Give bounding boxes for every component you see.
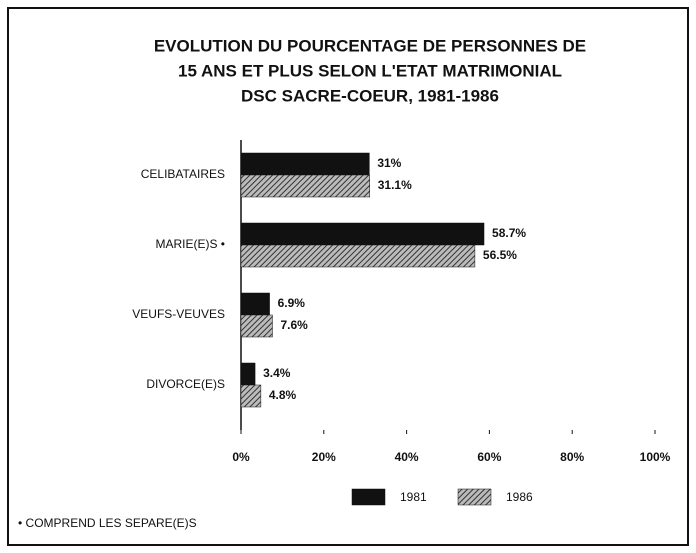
chart-title: EVOLUTION DU POURCENTAGE DE PERSONNES DE <box>154 36 586 55</box>
value-label: 31% <box>377 156 401 170</box>
chart-title: DSC SACRE-COEUR, 1981-1986 <box>241 86 499 105</box>
bar <box>240 244 476 268</box>
legend-label: 1981 <box>400 490 427 504</box>
legend-label: 1986 <box>506 490 533 504</box>
y-tick-label: DIVORCE(E)S <box>146 377 225 391</box>
value-label: 7.6% <box>280 318 308 332</box>
x-tick-label: 80% <box>560 450 584 464</box>
bar <box>240 314 273 338</box>
value-label: 31.1% <box>378 178 412 192</box>
bar <box>240 384 262 408</box>
x-tick-label: 100% <box>640 450 671 464</box>
value-label: 58.7% <box>492 226 526 240</box>
bar <box>240 362 256 386</box>
y-tick-label: MARIE(E)S • <box>155 237 225 251</box>
x-tick-label: 60% <box>477 450 501 464</box>
value-label: 56.5% <box>483 248 517 262</box>
value-label: 4.8% <box>269 388 297 402</box>
bar <box>240 152 370 176</box>
chart-title: 15 ANS ET PLUS SELON L'ETAT MATRIMONIAL <box>178 61 562 80</box>
legend-swatch <box>351 488 386 506</box>
footnote: • COMPREND LES SEPARE(E)S <box>18 516 197 530</box>
y-tick-label: CELIBATAIRES <box>141 167 225 181</box>
x-tick-label: 40% <box>395 450 419 464</box>
bar <box>240 222 485 246</box>
frame <box>7 7 689 546</box>
y-tick-label: VEUFS-VEUVES <box>132 307 225 321</box>
bar <box>240 174 371 198</box>
x-tick-label: 0% <box>232 450 250 464</box>
x-tick-label: 20% <box>312 450 336 464</box>
value-label: 3.4% <box>263 366 291 380</box>
bar <box>240 292 270 316</box>
value-label: 6.9% <box>278 296 306 310</box>
legend-swatch <box>457 488 492 506</box>
